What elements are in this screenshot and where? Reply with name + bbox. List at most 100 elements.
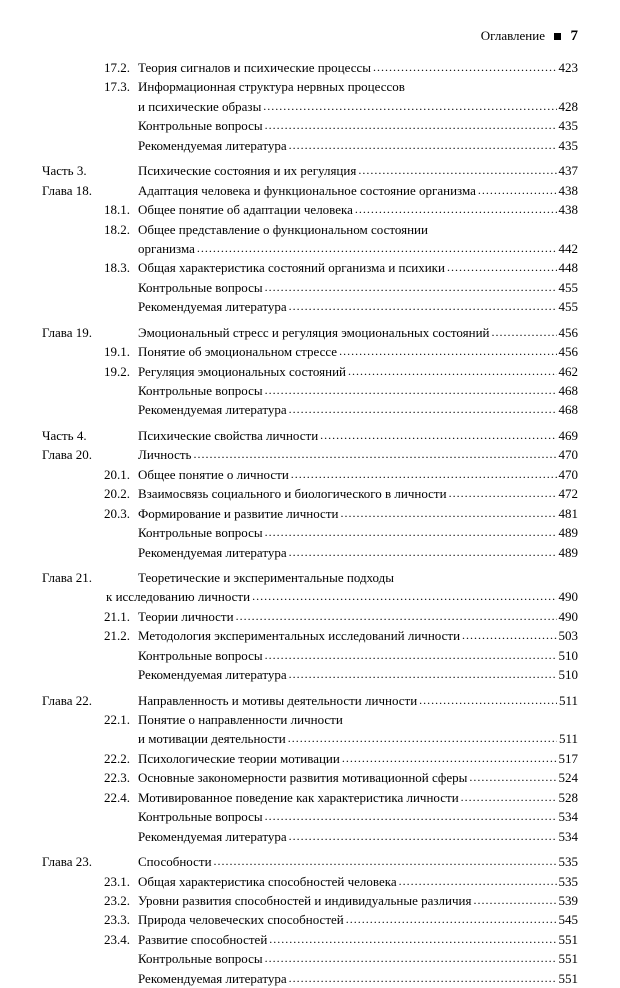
toc-row: Контрольные вопросы.....................… (42, 647, 578, 665)
page-number: 7 (571, 28, 579, 44)
toc-entry-text: Общее понятие о личности (138, 466, 289, 484)
toc-leader: ........................................… (236, 608, 557, 625)
toc-text-col: Психические свойства личности...........… (138, 427, 578, 445)
square-icon (554, 33, 561, 40)
toc-entry-text: Контрольные вопросы (138, 382, 263, 400)
toc-section-number: 19.1. (104, 343, 138, 361)
toc-leader: ........................................… (265, 950, 557, 967)
toc-label: Глава 22. (42, 692, 104, 710)
toc-leader: ........................................… (289, 828, 557, 845)
toc-text-col: Личность................................… (138, 446, 578, 464)
toc-page: 455 (559, 279, 579, 297)
toc-text-col: Общее понятие о личности................… (138, 466, 578, 484)
toc-label: Глава 21. (42, 569, 104, 587)
toc-row: Контрольные вопросы.....................… (42, 524, 578, 542)
toc-entry-text: Теории личности (138, 608, 234, 626)
toc-row: 18.3.Общая характеристика состояний орга… (42, 259, 578, 277)
toc-text-col: Теории личности.........................… (138, 608, 578, 626)
toc-page: 472 (559, 485, 579, 503)
toc-text-col: Общая характеристика состояний организма… (138, 259, 578, 277)
toc-entry-text: Общее представление о функциональном сос… (138, 221, 428, 239)
toc-entry-text: Теория сигналов и психические процессы (138, 59, 371, 77)
toc-leader: ........................................… (461, 789, 557, 806)
toc-leader: ........................................… (265, 524, 557, 541)
toc-leader: ........................................… (289, 970, 557, 987)
toc-page: 489 (559, 524, 579, 542)
toc-leader: ........................................… (265, 117, 557, 134)
toc-leader: ........................................… (289, 298, 557, 315)
toc-leader: ........................................… (197, 240, 557, 257)
toc-text-col: Развитие способностей...................… (138, 931, 578, 949)
toc-section-number: 18.2. (104, 221, 138, 239)
page: Оглавление 7 17.2.Теория сигналов и псих… (0, 0, 620, 943)
toc-leader: ........................................… (265, 808, 557, 825)
toc-row: 20.1.Общее понятие о личности...........… (42, 466, 578, 484)
toc-page: 469 (559, 427, 579, 445)
toc-page: 545 (559, 911, 579, 929)
toc-section-number: 22.1. (104, 711, 138, 729)
toc-entry-text: Развитие способностей (138, 931, 267, 949)
toc-section-number: 22.3. (104, 769, 138, 787)
toc-text-col: Уровни развития способностей и индивидуа… (138, 892, 578, 910)
toc-page: 448 (559, 259, 579, 277)
toc-row: 22.1.Понятие о направленности личности (42, 711, 578, 729)
toc-leader: ........................................… (291, 466, 557, 483)
toc-label: Глава 18. (42, 182, 104, 200)
toc-entry-text: Теоретические и экспериментальные подход… (138, 569, 394, 587)
toc-page: 535 (559, 873, 579, 891)
toc-row: 17.2.Теория сигналов и психические проце… (42, 59, 578, 77)
toc-row: 18.2.Общее представление о функционально… (42, 221, 578, 239)
toc-label: Часть 3. (42, 162, 104, 180)
toc-text-col: Эмоциональный стресс и регуляция эмоцион… (138, 324, 578, 342)
toc-leader: ........................................… (265, 647, 557, 664)
toc-row: Часть 3.Психические состояния и их регул… (42, 162, 578, 180)
toc-section-number: 18.1. (104, 201, 138, 219)
toc-section-number: 23.3. (104, 911, 138, 929)
toc-entry-text: Мотивированное поведение как характерист… (138, 789, 459, 807)
toc-page: 423 (559, 59, 579, 77)
toc-page: 468 (559, 382, 579, 400)
toc-text-col: Основные закономерности развития мотивац… (138, 769, 578, 787)
toc-text-col: Рекомендуемая литература................… (138, 666, 578, 684)
toc-entry-text: Рекомендуемая литература (138, 666, 287, 684)
toc-text-col: Природа человеческих способностей.......… (138, 911, 578, 929)
toc-page: 481 (559, 505, 579, 523)
toc-row: Рекомендуемая литература................… (42, 828, 578, 846)
toc-page: 428 (559, 98, 579, 116)
toc-page: 468 (559, 401, 579, 419)
toc-row: организма...............................… (42, 240, 578, 258)
toc-leader: ........................................… (252, 588, 556, 605)
toc-page: 535 (559, 853, 579, 871)
toc-page: 435 (559, 117, 579, 135)
toc-leader: ........................................… (214, 853, 557, 870)
toc-text-col: Контрольные вопросы.....................… (138, 647, 578, 665)
toc-row: и психические образы....................… (42, 98, 578, 116)
toc-page: 470 (559, 466, 579, 484)
table-of-contents: 17.2.Теория сигналов и психические проце… (42, 59, 578, 988)
toc-page: 551 (559, 931, 579, 949)
toc-page: 438 (559, 201, 579, 219)
toc-row: 23.2.Уровни развития способностей и инди… (42, 892, 578, 910)
toc-text-col: Контрольные вопросы.....................… (138, 524, 578, 542)
toc-leader: ........................................… (399, 873, 557, 890)
toc-text-col: Направленность и мотивы деятельности лич… (138, 692, 578, 710)
toc-entry-text: Контрольные вопросы (138, 524, 263, 542)
toc-page: 456 (559, 324, 579, 342)
toc-text-col: Общее понятие об адаптации человека.....… (138, 201, 578, 219)
toc-entry-text: Рекомендуемая литература (138, 401, 287, 419)
toc-row: 23.1.Общая характеристика способностей ч… (42, 873, 578, 891)
toc-leader: ........................................… (373, 59, 556, 76)
toc-entry-text: к исследованию личности (106, 588, 250, 606)
toc-row: 21.1.Теории личности....................… (42, 608, 578, 626)
toc-row: Контрольные вопросы.....................… (42, 808, 578, 826)
toc-row: 19.2.Регуляция эмоциональных состояний..… (42, 363, 578, 381)
toc-leader: ........................................… (462, 627, 556, 644)
toc-leader: ........................................… (355, 201, 557, 218)
toc-entry-text: Общая характеристика состояний организма… (138, 259, 445, 277)
toc-text-col: Общее представление о функциональном сос… (138, 221, 578, 239)
toc-section-number: 17.2. (104, 59, 138, 77)
toc-entry-text: Рекомендуемая литература (138, 828, 287, 846)
toc-entry-text: Рекомендуемая литература (138, 970, 287, 988)
toc-text-col: Контрольные вопросы.....................… (138, 117, 578, 135)
toc-entry-text: Направленность и мотивы деятельности лич… (138, 692, 417, 710)
